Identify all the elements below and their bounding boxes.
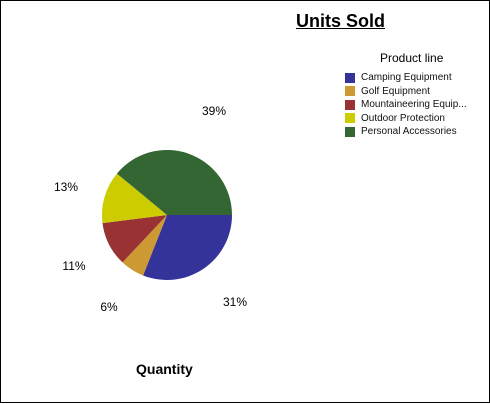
legend-label: Outdoor Protection [361, 112, 445, 124]
legend-item: Mountaineering Equip... [345, 98, 490, 112]
legend-item: Camping Equipment [345, 71, 490, 85]
legend-swatch [345, 72, 355, 83]
slice-percent-label: 11% [62, 259, 85, 273]
legend-item: Personal Accessories [345, 125, 490, 139]
pie-slice-golf-equipment[interactable] [122, 215, 168, 276]
slice-percent-label: 31% [223, 295, 247, 309]
legend: Product line Camping Equipment Golf Equip… [345, 51, 490, 139]
legend-label: Personal Accessories [361, 126, 457, 138]
legend-swatch [345, 126, 355, 137]
pie-slice-outdoor-protection[interactable] [101, 173, 167, 224]
legend-label: Golf Equipment [361, 85, 430, 97]
legend-title: Product line [380, 51, 444, 65]
legend-item: Outdoor Protection [345, 112, 490, 126]
pie-slice-mountaineering-equip[interactable] [102, 215, 167, 263]
pie-slice-camping-equipment[interactable] [143, 215, 232, 281]
slice-percent-label: 6% [100, 300, 118, 314]
x-axis-label: Quantity [136, 361, 193, 377]
slice-percent-label: 13% [54, 180, 78, 194]
legend-swatch [345, 113, 355, 124]
legend-label: Mountaineering Equip... [361, 99, 467, 111]
legend-label: Camping Equipment [361, 72, 452, 84]
slice-percent-label: 39% [202, 104, 226, 118]
pie-slice-personal-accessories[interactable] [116, 150, 232, 215]
chart-title: Units Sold [296, 11, 385, 31]
legend-swatch [345, 99, 355, 110]
legend-swatch [345, 86, 355, 97]
legend-item: Golf Equipment [345, 85, 490, 99]
